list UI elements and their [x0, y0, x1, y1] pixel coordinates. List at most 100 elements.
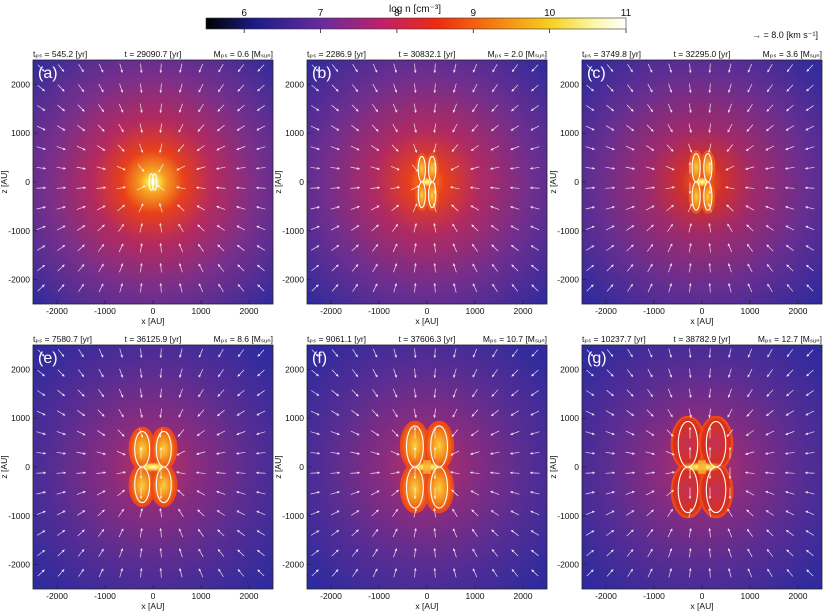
- velocity-arrow: [310, 125, 320, 131]
- velocity-arrow: [432, 203, 437, 213]
- velocity-arrow: [586, 390, 595, 396]
- velocity-arrow: [371, 430, 380, 436]
- velocity-arrow: [98, 348, 104, 358]
- velocity-arrow: [804, 491, 815, 495]
- density-map: [307, 345, 547, 589]
- velocity-arrow: [605, 125, 615, 131]
- velocity-arrow: [97, 243, 105, 252]
- velocity-arrow: [159, 388, 163, 399]
- velocity-arrow: [370, 205, 380, 211]
- velocity-arrow: [688, 348, 692, 359]
- velocity-arrow: [198, 63, 204, 73]
- density-contour: [430, 466, 449, 509]
- velocity-arrow: [605, 451, 616, 455]
- velocity-arrow: [217, 548, 225, 557]
- velocity-arrow: [766, 84, 773, 93]
- velocity-arrow: [785, 490, 795, 495]
- x-tick-label: 1000: [741, 306, 760, 316]
- panel-tps: tₚₛ = 9061.1 [yr]: [307, 334, 366, 344]
- velocity-arrow: [137, 164, 145, 172]
- velocity-arrow: [605, 471, 616, 475]
- velocity-arrow: [218, 283, 224, 292]
- velocity-arrow: [606, 244, 615, 251]
- velocity-arrow: [489, 451, 500, 455]
- velocity-arrow: [708, 103, 712, 114]
- density-map: [307, 60, 547, 304]
- velocity-arrow: [236, 244, 245, 251]
- velocity-arrow: [806, 84, 814, 92]
- y-tick-label: 2000: [285, 79, 304, 89]
- velocity-arrow: [197, 224, 205, 232]
- velocity-arrow: [586, 369, 594, 377]
- y-tick-label: -2000: [282, 560, 304, 570]
- velocity-arrow: [237, 369, 245, 377]
- velocity-arrow: [179, 348, 183, 359]
- velocity-arrow: [745, 205, 755, 211]
- velocity-arrow: [786, 283, 794, 292]
- velocity-arrow: [198, 548, 204, 558]
- velocity-arrow: [668, 368, 673, 378]
- velocity-arrow: [510, 225, 520, 231]
- velocity-arrow: [330, 146, 340, 151]
- velocity-arrow: [708, 242, 712, 253]
- velocity-arrow: [746, 509, 754, 517]
- velocity-arrow: [766, 529, 774, 537]
- velocity-arrow: [806, 349, 814, 357]
- velocity-arrow: [471, 409, 479, 417]
- y-tick-label: 1000: [11, 413, 30, 423]
- velocity-arrow: [726, 144, 734, 153]
- velocity-arrow: [413, 63, 417, 74]
- velocity-arrow: [351, 389, 359, 397]
- velocity-arrow: [351, 369, 359, 378]
- velocity-arrow: [410, 185, 420, 191]
- velocity-arrow: [708, 123, 712, 134]
- velocity-arrow: [747, 63, 753, 73]
- velocity-arrow: [647, 389, 653, 398]
- velocity-arrow: [255, 206, 266, 210]
- velocity-arrow: [784, 166, 795, 170]
- panel-tps: tₚₛ = 10237.7 [yr]: [582, 334, 646, 344]
- x-tick-label: -2000: [320, 306, 342, 316]
- x-tick-label: 0: [700, 591, 705, 601]
- velocity-arrow: [77, 529, 85, 537]
- y-tick-label: 2000: [285, 364, 304, 374]
- velocity-arrow: [237, 264, 245, 272]
- velocity-arrow: [391, 429, 399, 437]
- velocity-arrow: [510, 205, 520, 210]
- y-tick-label: -2000: [557, 275, 579, 285]
- velocity-arrow: [76, 145, 86, 151]
- velocity-arrow: [351, 125, 360, 132]
- velocity-arrow: [139, 222, 143, 233]
- velocity-arrow: [330, 225, 340, 231]
- x-tick-label: -1000: [94, 306, 116, 316]
- velocity-arrow: [330, 125, 340, 131]
- velocity-arrow: [491, 529, 499, 537]
- density-map: [582, 345, 822, 589]
- velocity-arrow: [708, 547, 712, 558]
- velocity-arrow: [119, 83, 124, 93]
- velocity-arrow: [139, 123, 143, 134]
- velocity-arrow: [330, 510, 340, 516]
- velocity-arrow: [511, 568, 519, 577]
- velocity-arrow: [311, 549, 320, 557]
- panel-f: tₚₛ = 9061.1 [yr] t = 37606.3 [yr] Mₚₛ = 1…: [273, 334, 548, 611]
- velocity-arrow: [490, 205, 500, 210]
- velocity-arrow: [159, 408, 163, 419]
- velocity-arrow: [471, 224, 479, 232]
- velocity-arrow: [330, 431, 340, 436]
- velocity-arrow: [98, 63, 104, 73]
- velocity-arrow: [311, 390, 320, 396]
- velocity-arrow: [766, 389, 774, 397]
- velocity-arrow: [667, 123, 673, 133]
- velocity-arrow: [393, 568, 398, 578]
- velocity-arrow: [626, 264, 634, 272]
- velocity-arrow: [236, 510, 246, 516]
- velocity-arrow: [530, 410, 540, 416]
- velocity-arrow: [159, 567, 163, 578]
- velocity-arrow: [331, 369, 339, 377]
- velocity-arrow: [56, 225, 66, 231]
- velocity-arrow: [57, 569, 65, 577]
- velocity-arrow: [727, 83, 732, 93]
- velocity-arrow: [529, 166, 540, 170]
- velocity-arrow: [626, 529, 634, 537]
